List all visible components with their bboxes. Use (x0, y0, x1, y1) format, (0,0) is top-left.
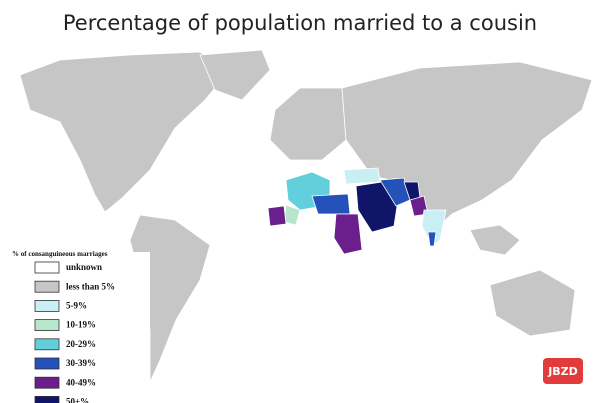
north-america (19, 51, 229, 213)
legend-swatch (34, 261, 60, 274)
legend-label: 50+% (66, 396, 89, 403)
south-india (427, 231, 437, 247)
legend-swatch (34, 395, 60, 403)
legend-label: 30-39% (66, 358, 96, 368)
watermark-badge (543, 358, 583, 384)
legend-swatch (34, 299, 60, 312)
greenland (199, 49, 271, 101)
legend-swatch (34, 280, 60, 293)
turkey (343, 167, 381, 185)
legend-swatch (34, 319, 60, 332)
title: Percentage of population married to a co… (63, 11, 537, 35)
southeast-asia (469, 224, 521, 256)
india (421, 209, 447, 247)
europe (269, 87, 347, 161)
sudan (333, 213, 363, 255)
legend-label: 5-9% (66, 300, 87, 310)
legend-swatch (34, 338, 60, 351)
legend-title: % of consanguineous marriages (12, 250, 108, 258)
legend-swatch (34, 376, 60, 389)
legend-swatch (34, 357, 60, 370)
legend-label: 20-29% (66, 339, 96, 349)
watermark: JBZD (543, 358, 583, 384)
legend-label: 10-19% (66, 320, 96, 330)
australia (489, 269, 576, 337)
world-map (19, 49, 593, 383)
legend: unknown less than 5% 5-9% 10-19% 20-29% 30-39… (34, 261, 115, 403)
west-africa (267, 205, 287, 227)
watermark-text: JBZD (547, 365, 578, 378)
legend-label: 40-49% (66, 377, 96, 387)
legend-label: unknown (66, 262, 102, 272)
legend-label: less than 5% (66, 281, 115, 291)
egypt-libya (311, 193, 351, 215)
asia (341, 61, 593, 233)
